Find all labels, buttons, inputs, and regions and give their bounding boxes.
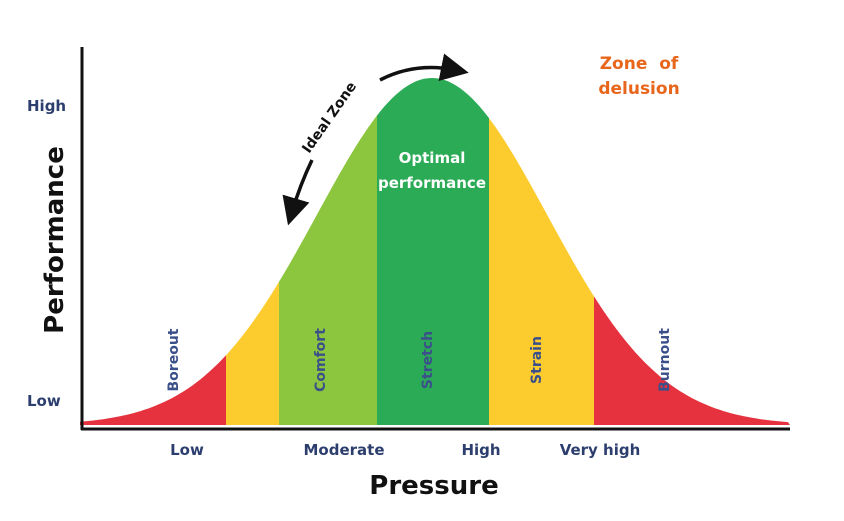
ideal-zone-label: Ideal Zone bbox=[299, 79, 360, 156]
optimal-label-line1: Optimal bbox=[399, 149, 466, 167]
zone-of-delusion-line1: Zone of bbox=[600, 54, 679, 74]
zone-label-strain: Strain bbox=[529, 336, 545, 384]
zone-label-boreout: Boreout bbox=[166, 328, 182, 391]
zone-yellow-low bbox=[226, 78, 279, 425]
x-tick-moderate: Moderate bbox=[303, 441, 384, 459]
x-tick-very-high: Very high bbox=[560, 441, 641, 459]
y-axis-title: Performance bbox=[40, 146, 70, 334]
zone-label-burnout: Burnout bbox=[657, 328, 673, 392]
zone-stretch bbox=[377, 78, 489, 425]
y-tick-low: Low bbox=[27, 392, 61, 410]
zone-of-delusion-line2: delusion bbox=[598, 79, 679, 99]
y-tick-high: High bbox=[27, 97, 66, 115]
arrow-top-icon bbox=[379, 53, 469, 82]
zone-label-comfort: Comfort bbox=[313, 328, 329, 392]
arrow-left-icon bbox=[282, 159, 314, 226]
zone-label-stretch: Stretch bbox=[420, 331, 436, 389]
x-tick-high: High bbox=[461, 441, 500, 459]
zone-boreout bbox=[80, 78, 226, 425]
optimal-label-line2: performance bbox=[378, 174, 486, 192]
x-tick-low: Low bbox=[170, 441, 204, 459]
x-axis-title: Pressure bbox=[369, 471, 498, 501]
